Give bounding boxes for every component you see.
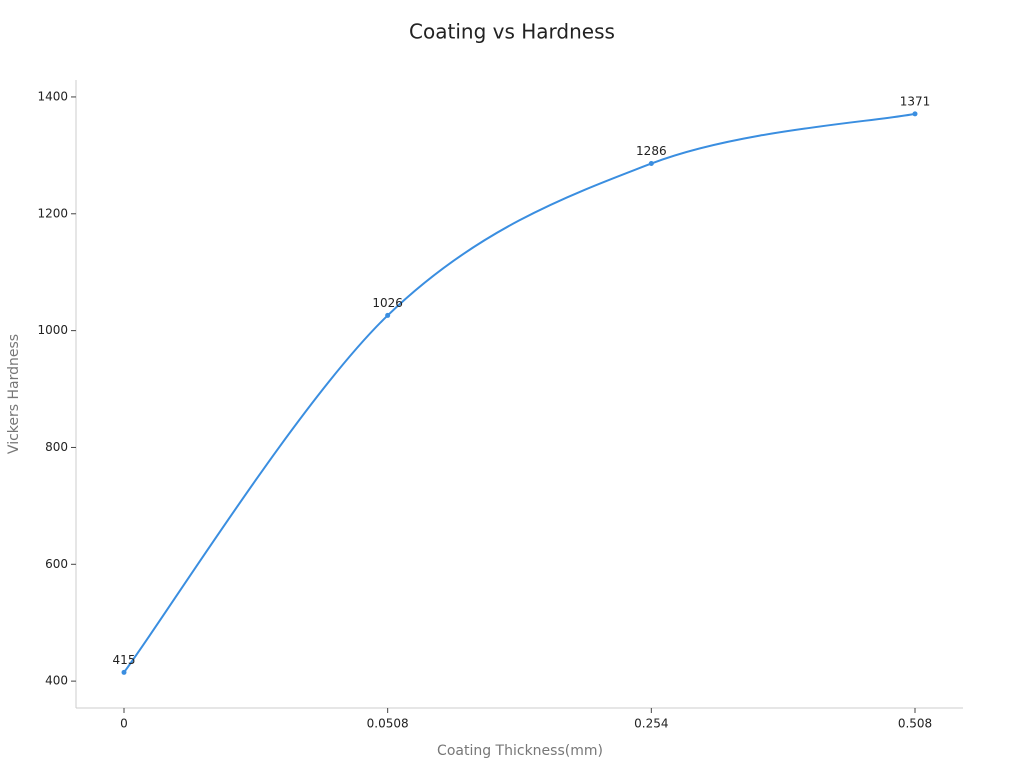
y-tick-label: 800 [45, 440, 68, 454]
point [912, 111, 918, 117]
x-tick-label: 0.508 [898, 717, 932, 731]
point [648, 161, 654, 167]
x-axis-label: Coating Thickness(mm) [437, 743, 603, 759]
y-tick-label: 1000 [37, 323, 68, 337]
y-tick-label: 1200 [37, 206, 68, 220]
y-tick-label: 1400 [37, 89, 68, 103]
data-label: 1286 [636, 144, 667, 158]
x-tick-label: 0.254 [634, 717, 668, 731]
line [123, 112, 916, 673]
point [121, 669, 127, 675]
chart-title: Coating vs Hardness [409, 20, 615, 44]
y-axis-label: Vickers Hardness [6, 334, 22, 454]
data-label: 415 [113, 653, 136, 667]
point [385, 312, 391, 318]
y-tick-label: 600 [45, 557, 68, 571]
data-label: 1371 [900, 94, 931, 108]
x-tick-label: 0.0508 [367, 717, 409, 731]
data-label: 1026 [372, 296, 403, 310]
x-tick-label: 0 [120, 717, 128, 731]
y-tick-label: 400 [45, 674, 68, 688]
